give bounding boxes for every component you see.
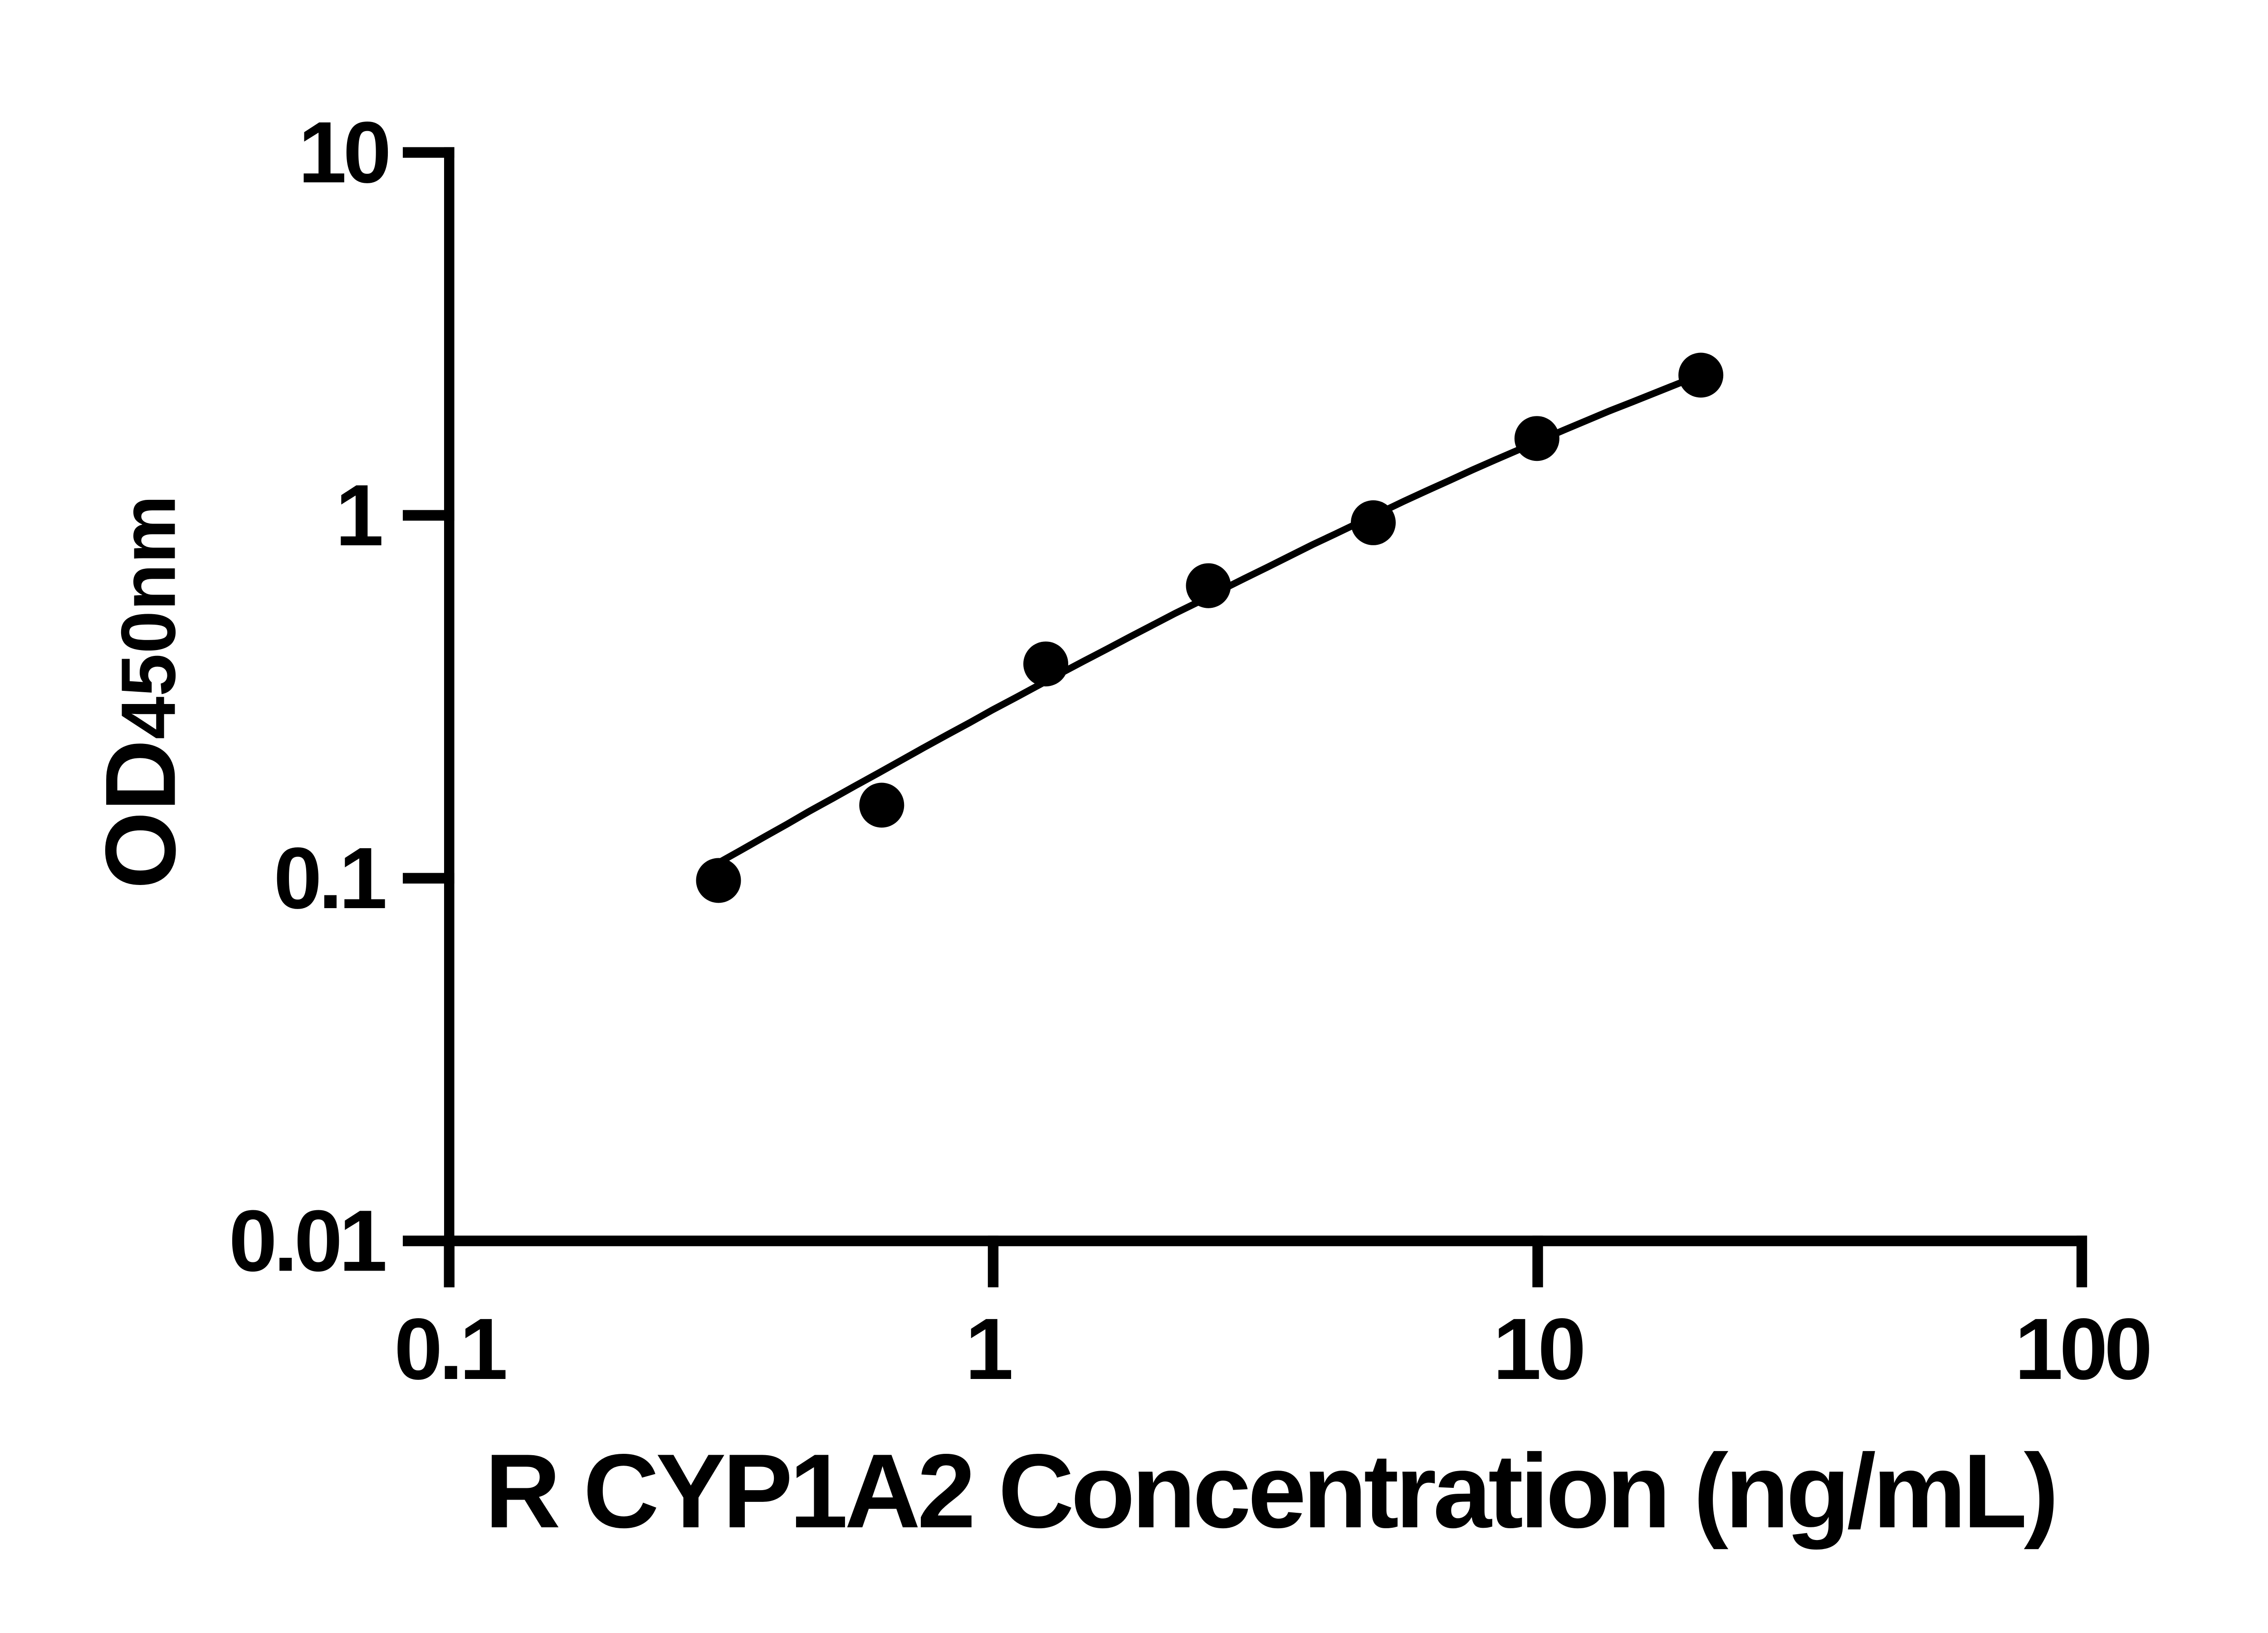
svg-text:10: 10 <box>298 103 388 201</box>
svg-text:0.01: 0.01 <box>229 1192 385 1290</box>
svg-text:1: 1 <box>335 466 384 564</box>
svg-text:0.1: 0.1 <box>394 1300 506 1398</box>
svg-text:10: 10 <box>1493 1300 1583 1398</box>
svg-text:100: 100 <box>2014 1300 2149 1398</box>
svg-text:0.1: 0.1 <box>274 829 385 927</box>
svg-text:OD450nm: OD450nm <box>85 495 196 889</box>
svg-text:1: 1 <box>965 1300 1014 1398</box>
svg-text:R CYP1A2 Concentration (ng/mL): R CYP1A2 Concentration (ng/mL) <box>485 1433 2056 1550</box>
